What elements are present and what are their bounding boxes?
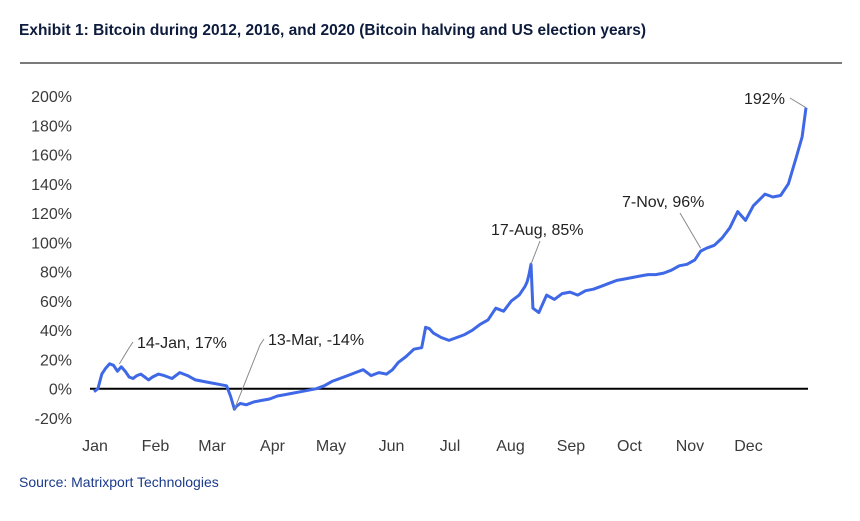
x-tick-label: Jun [379, 438, 405, 455]
x-tick-label: Sep [557, 438, 586, 455]
y-tick-label: 160% [31, 148, 72, 165]
annotation-label: 7-Nov, 96% [622, 194, 704, 211]
annotation-label: 14-Jan, 17% [137, 335, 227, 352]
annotation-label: 17-Aug, 85% [491, 222, 584, 239]
annotations: 14-Jan, 17% 13-Mar, -14% 17-Aug, 85% 7-Nov,… [118, 91, 807, 410]
y-tick-label: 200% [31, 89, 72, 106]
chart-title: Exhibit 1: Bitcoin during 2012, 2016, an… [19, 22, 647, 39]
annotation-leader [118, 341, 134, 365]
title-divider [20, 62, 842, 64]
x-tick-label: Apr [260, 438, 286, 455]
y-axis-ticks: 200% 180% 160% 140% 120% 100% 80% 60% 40% 20% 0% -2… [31, 89, 72, 428]
x-tick-label: Dec [734, 438, 762, 455]
x-tick-label: Jan [82, 438, 108, 455]
y-tick-label: 40% [40, 323, 72, 340]
y-tick-label: -20% [35, 411, 72, 428]
x-tick-label: Mar [198, 438, 226, 455]
y-tick-label: 180% [31, 118, 72, 135]
x-tick-label: Oct [617, 438, 642, 455]
x-tick-label: Feb [142, 438, 170, 455]
y-tick-label: 120% [31, 206, 72, 223]
x-tick-label: Nov [676, 438, 704, 455]
x-axis-ticks: Jan Feb Mar Apr May Jun Jul Aug Sep Oct Nov Dec [82, 438, 763, 455]
annotation-leader [789, 97, 807, 109]
annotation-label: 13-Mar, -14% [268, 332, 364, 349]
y-tick-label: 140% [31, 177, 72, 194]
annotation-leader [679, 212, 702, 249]
y-tick-label: 0% [49, 382, 72, 399]
y-tick-label: 100% [31, 235, 72, 252]
x-tick-label: May [316, 438, 346, 455]
y-tick-label: 80% [40, 265, 72, 282]
series-line [93, 107, 808, 411]
annotation-leader [530, 240, 541, 265]
x-tick-label: Aug [496, 438, 524, 455]
source-note: Source: Matrixport Technologies [19, 474, 219, 490]
y-tick-label: 20% [40, 352, 72, 369]
x-tick-label: Jul [440, 438, 460, 455]
annotation-leader [233, 338, 265, 410]
annotation-label: 192% [744, 91, 785, 108]
y-tick-label: 60% [40, 294, 72, 311]
